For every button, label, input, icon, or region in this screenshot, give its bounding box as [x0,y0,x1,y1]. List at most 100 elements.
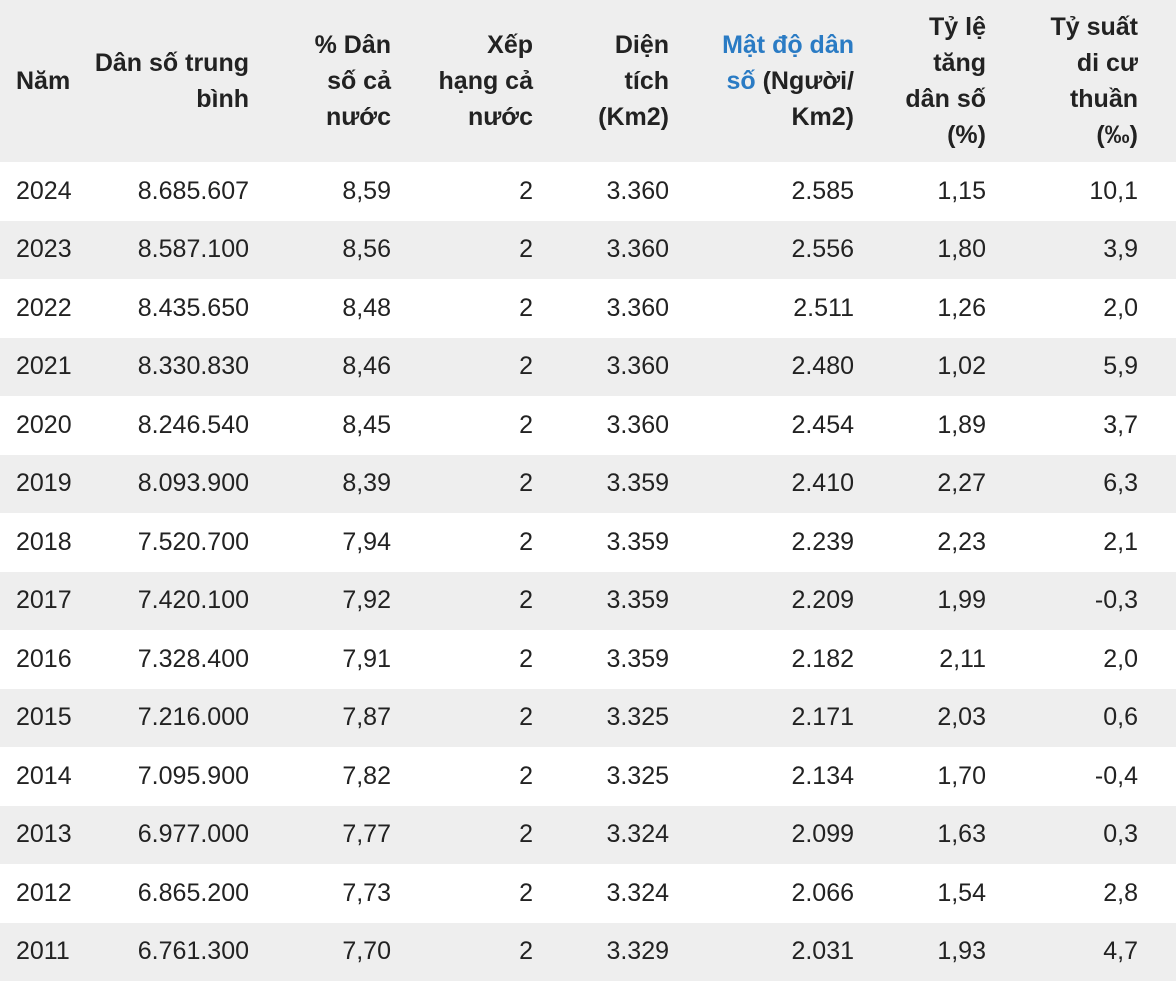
cell-growth-rate: 1,89 [892,396,1024,455]
cell-population-percent: 8,46 [287,338,429,397]
cell-area: 3.359 [571,630,707,689]
cell-avg-population: 6.977.000 [90,806,287,865]
header-avg-population: Dân số trung bình [90,0,287,162]
cell-year: 2024 [0,162,90,221]
cell-year: 2017 [0,572,90,631]
cell-national-rank: 2 [429,455,571,514]
cell-density: 2.410 [707,455,892,514]
cell-year: 2018 [0,513,90,572]
cell-avg-population: 7.328.400 [90,630,287,689]
density-unit: (Người/ Km2) [756,67,854,131]
cell-net-migration: -0,4 [1024,747,1176,806]
cell-population-percent: 7,91 [287,630,429,689]
cell-national-rank: 2 [429,221,571,280]
cell-density: 2.171 [707,689,892,748]
cell-net-migration: 2,0 [1024,630,1176,689]
cell-area: 3.360 [571,221,707,280]
cell-density: 2.585 [707,162,892,221]
cell-population-percent: 8,56 [287,221,429,280]
cell-net-migration: 10,1 [1024,162,1176,221]
cell-national-rank: 2 [429,923,571,981]
cell-year: 2019 [0,455,90,514]
cell-density: 2.454 [707,396,892,455]
cell-net-migration: 2,8 [1024,864,1176,923]
cell-density: 2.031 [707,923,892,981]
cell-area: 3.359 [571,572,707,631]
cell-avg-population: 8.330.830 [90,338,287,397]
cell-growth-rate: 1,26 [892,279,1024,338]
cell-area: 3.325 [571,747,707,806]
cell-net-migration: 3,7 [1024,396,1176,455]
cell-national-rank: 2 [429,162,571,221]
cell-density: 2.182 [707,630,892,689]
cell-population-percent: 7,77 [287,806,429,865]
cell-population-percent: 7,94 [287,513,429,572]
cell-population-percent: 7,87 [287,689,429,748]
cell-avg-population: 8.587.100 [90,221,287,280]
header-year: Năm [0,0,90,162]
cell-year: 2012 [0,864,90,923]
header-national-rank: Xếp hạng cả nước [429,0,571,162]
header-growth-rate: Tỷ lệ tăng dân số (%) [892,0,1024,162]
cell-growth-rate: 2,11 [892,630,1024,689]
cell-growth-rate: 1,54 [892,864,1024,923]
cell-year: 2020 [0,396,90,455]
cell-area: 3.359 [571,455,707,514]
cell-population-percent: 8,45 [287,396,429,455]
cell-area: 3.325 [571,689,707,748]
cell-year: 2022 [0,279,90,338]
cell-avg-population: 8.435.650 [90,279,287,338]
cell-net-migration: 5,9 [1024,338,1176,397]
cell-national-rank: 2 [429,338,571,397]
header-area: Diện tích (Km2) [571,0,707,162]
cell-population-percent: 8,48 [287,279,429,338]
cell-national-rank: 2 [429,747,571,806]
cell-density: 2.066 [707,864,892,923]
cell-density: 2.134 [707,747,892,806]
header-net-migration: Tỷ suất di cư thuần (‰) [1024,0,1176,162]
cell-avg-population: 7.095.900 [90,747,287,806]
cell-year: 2011 [0,923,90,981]
cell-net-migration: 4,7 [1024,923,1176,981]
cell-avg-population: 8.093.900 [90,455,287,514]
cell-growth-rate: 1,80 [892,221,1024,280]
cell-avg-population: 6.761.300 [90,923,287,981]
cell-national-rank: 2 [429,513,571,572]
cell-avg-population: 7.420.100 [90,572,287,631]
cell-net-migration: 0,6 [1024,689,1176,748]
cell-population-percent: 7,73 [287,864,429,923]
cell-area: 3.324 [571,806,707,865]
cell-net-migration: 2,1 [1024,513,1176,572]
header-population-percent: % Dân số cả nước [287,0,429,162]
cell-density: 2.099 [707,806,892,865]
cell-avg-population: 8.246.540 [90,396,287,455]
cell-growth-rate: 1,70 [892,747,1024,806]
cell-area: 3.360 [571,396,707,455]
cell-population-percent: 7,82 [287,747,429,806]
cell-density: 2.480 [707,338,892,397]
cell-growth-rate: 1,93 [892,923,1024,981]
cell-area: 3.360 [571,279,707,338]
cell-growth-rate: 2,03 [892,689,1024,748]
cell-area: 3.324 [571,864,707,923]
cell-net-migration: 0,3 [1024,806,1176,865]
header-density: Mật độ dân số (Người/ Km2) [707,0,892,162]
cell-density: 2.239 [707,513,892,572]
cell-net-migration: 2,0 [1024,279,1176,338]
cell-density: 2.209 [707,572,892,631]
cell-avg-population: 6.865.200 [90,864,287,923]
cell-area: 3.329 [571,923,707,981]
cell-national-rank: 2 [429,806,571,865]
cell-year: 2014 [0,747,90,806]
cell-national-rank: 2 [429,279,571,338]
cell-national-rank: 2 [429,864,571,923]
